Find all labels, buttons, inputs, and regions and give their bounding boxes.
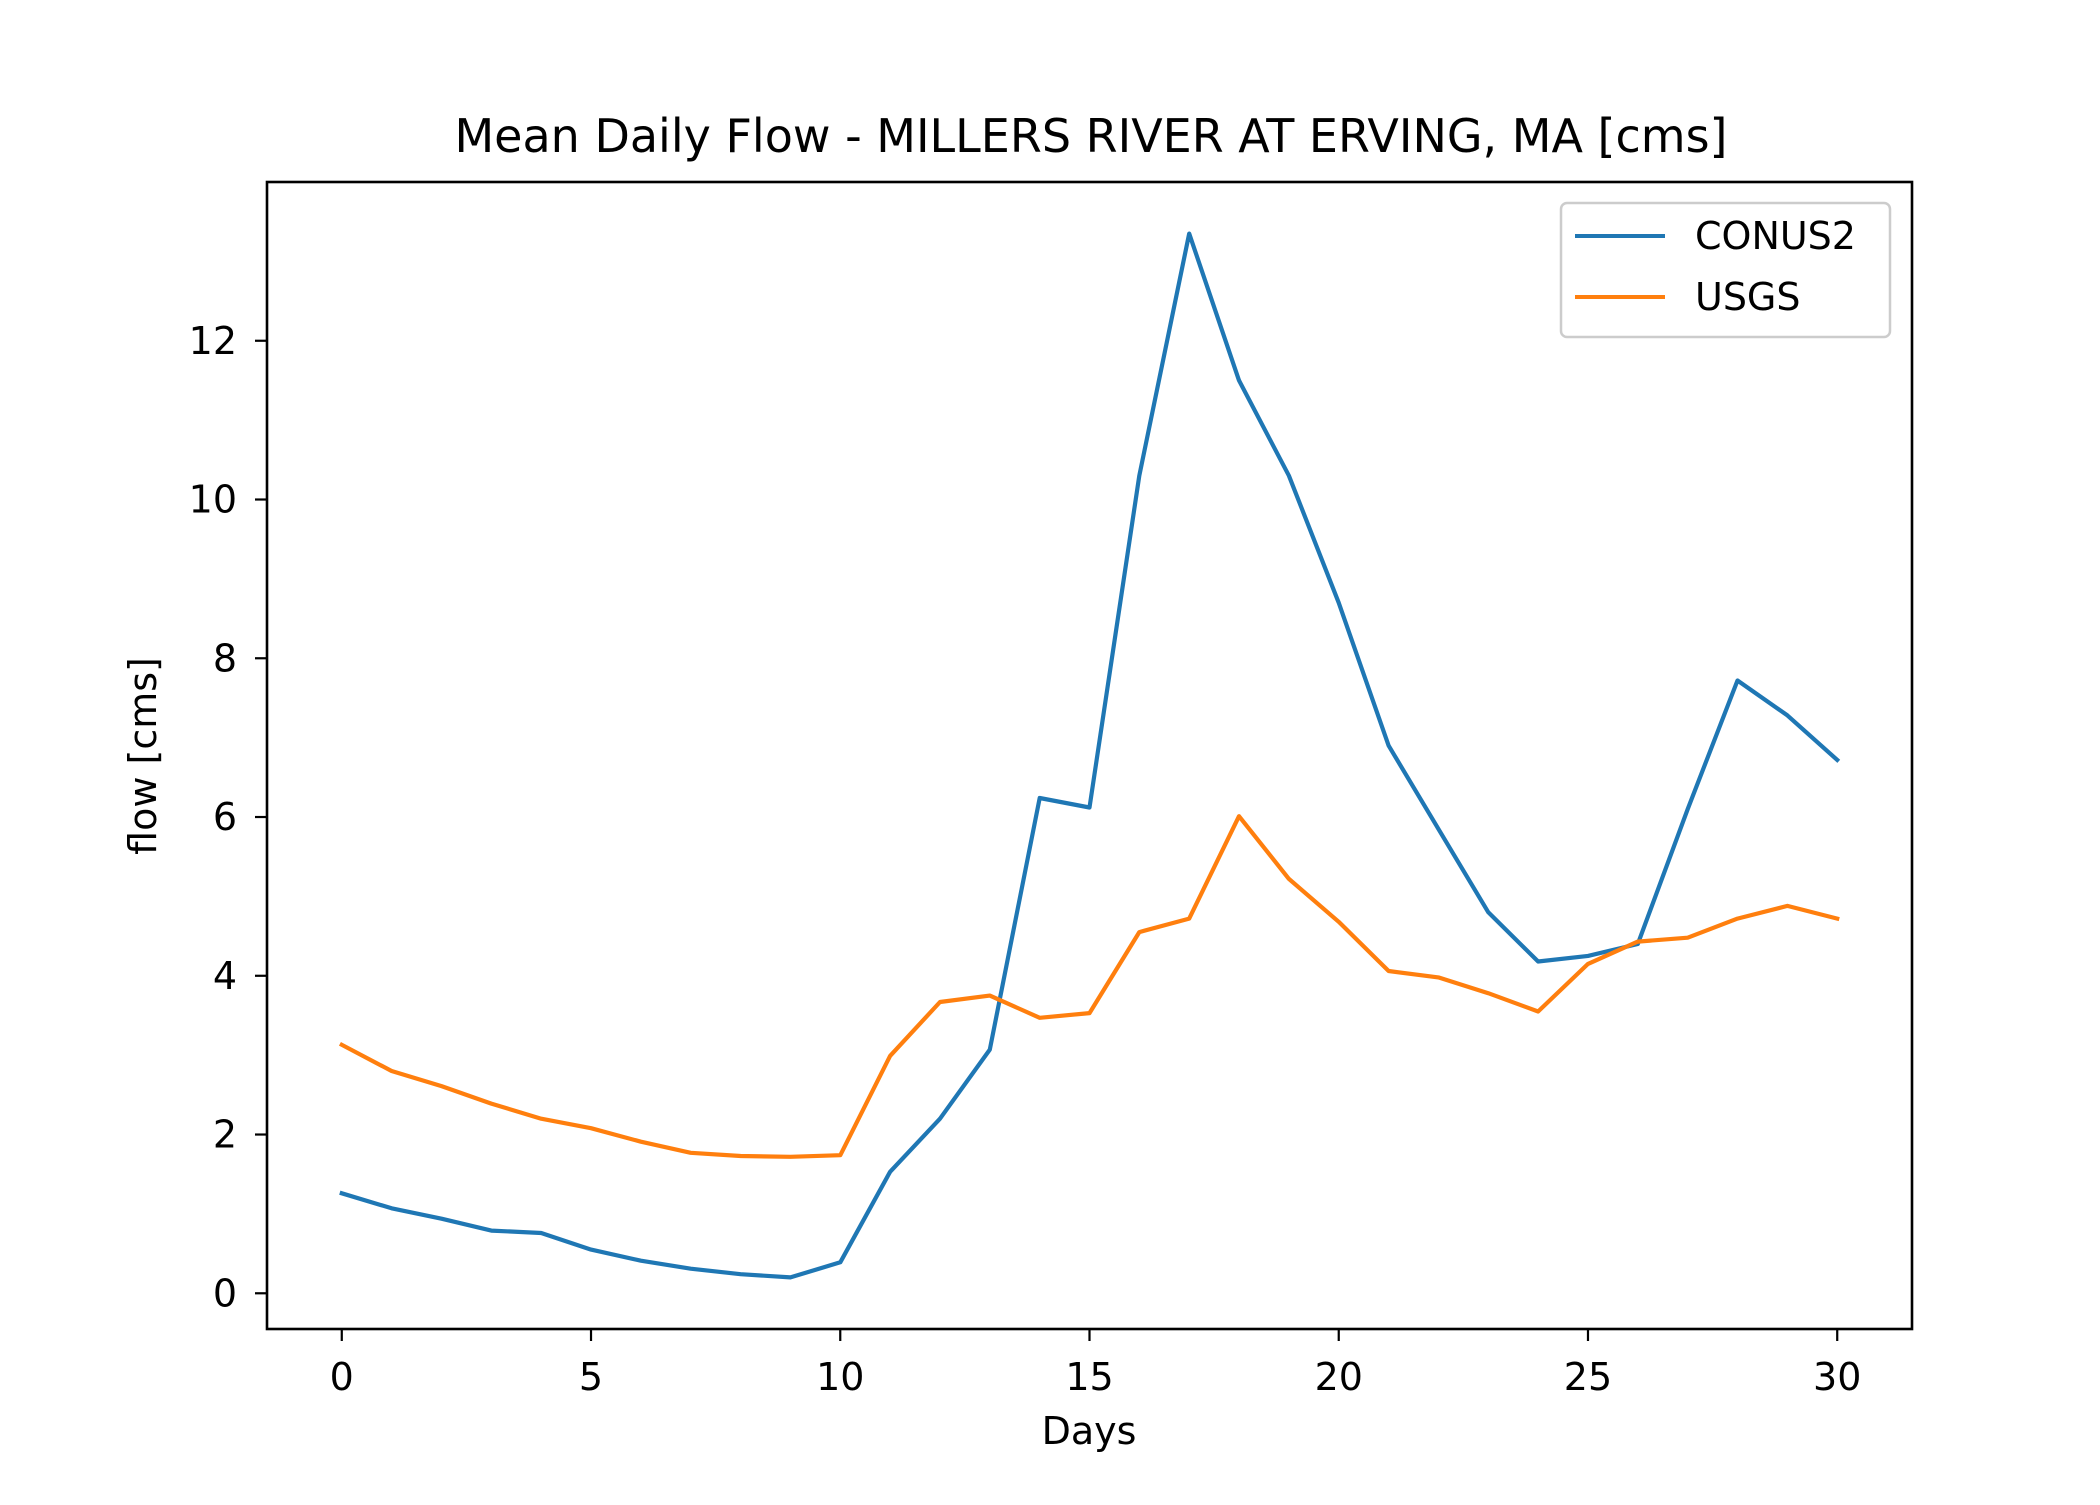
- x-tick-label: 25: [1564, 1355, 1612, 1399]
- x-tick-label: 30: [1813, 1355, 1861, 1399]
- x-axis-label: Days: [1042, 1409, 1137, 1453]
- chart-title: Mean Daily Flow - MILLERS RIVER AT ERVIN…: [454, 109, 1727, 163]
- x-tick-label: 15: [1065, 1355, 1113, 1399]
- y-axis-label: flow [cms]: [121, 657, 165, 855]
- x-tick-label: 5: [579, 1355, 603, 1399]
- y-tick-label: 12: [189, 319, 237, 363]
- y-tick-label: 4: [213, 954, 237, 998]
- x-axis: 0 5 10 15 20 25 30: [330, 1329, 1861, 1399]
- y-tick-label: 8: [213, 636, 237, 680]
- legend: CONUS2 USGS: [1559, 201, 1892, 339]
- series-layer: [338, 231, 1841, 1280]
- y-axis: 0 2 4 6 8 10 12: [189, 319, 267, 1315]
- y-tick-label: 10: [189, 478, 237, 522]
- x-tick-label: 20: [1315, 1355, 1363, 1399]
- y-tick-label: 2: [213, 1113, 237, 1157]
- y-tick-label: 0: [213, 1271, 237, 1315]
- series-line-conus2: [339, 231, 1841, 1280]
- legend-label-conus2: CONUS2: [1695, 214, 1856, 258]
- x-tick-label: 0: [330, 1355, 354, 1399]
- series-line-usgs: [338, 814, 1840, 1159]
- y-tick-label: 6: [213, 795, 237, 839]
- legend-label-usgs: USGS: [1695, 275, 1801, 319]
- x-tick-label: 10: [816, 1355, 864, 1399]
